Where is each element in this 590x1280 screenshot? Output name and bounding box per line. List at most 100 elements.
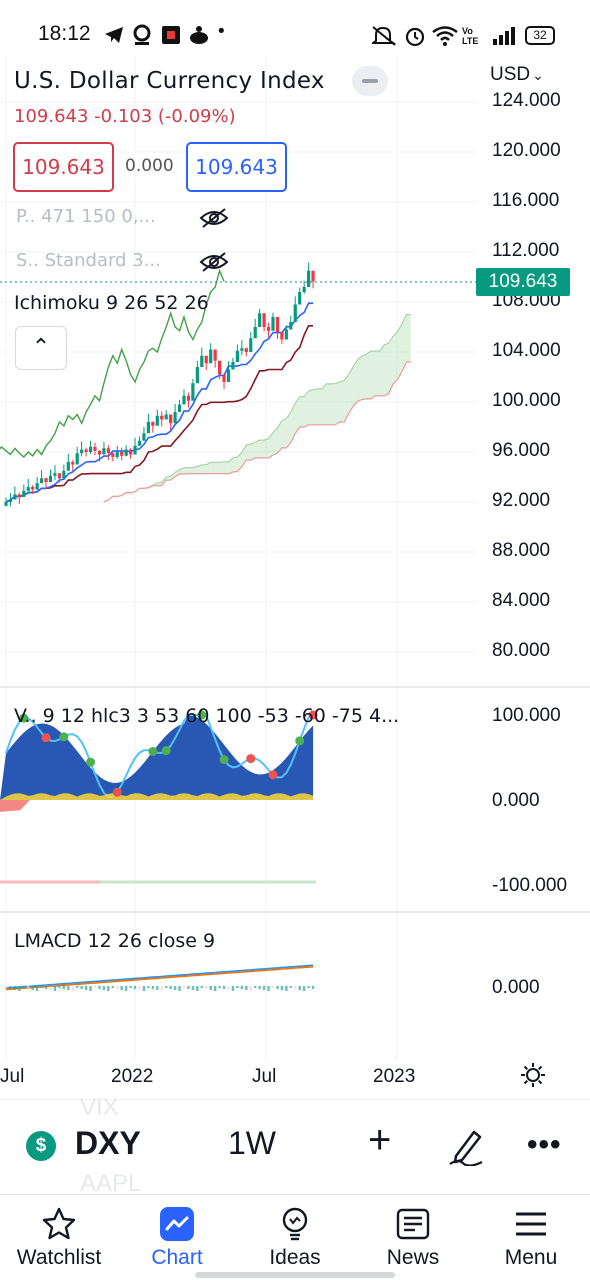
collapse-legend-button[interactable]: ⌃ [15, 326, 67, 370]
lmacd-histogram-bar [9, 986, 12, 989]
candle-body [88, 447, 93, 452]
nav-watchlist[interactable]: Watchlist [4, 1202, 114, 1272]
bid-price-button[interactable]: 109.643 [13, 142, 114, 192]
time-axis-label: Jul [0, 1066, 25, 1087]
add-indicator-button[interactable]: + [368, 1118, 392, 1162]
candle-body [124, 449, 128, 456]
cloud-segment [406, 314, 411, 362]
senkou-span-a [103, 313, 411, 503]
cloud-segment [339, 380, 345, 422]
candle-body [266, 327, 271, 331]
more-options-button[interactable]: ••• [527, 1128, 562, 1161]
lmacd-histogram-bar [160, 986, 163, 991]
lmacd-histogram-bar [285, 986, 288, 991]
osc-axis-label: -100.000 [492, 875, 568, 896]
candle-body [40, 478, 44, 484]
oscillator-signal-dot [148, 746, 158, 756]
candle-body [177, 404, 182, 412]
currency-selector[interactable]: USD ⌄ [490, 64, 544, 86]
cloud-segment [184, 467, 189, 474]
candle-body [182, 395, 186, 405]
nav-chart[interactable]: Chart [122, 1202, 232, 1272]
candle-body [62, 470, 66, 479]
lmacd-histogram-bar [147, 986, 150, 988]
eye-off-icon[interactable] [199, 252, 229, 272]
interval-button[interactable]: 1W [228, 1125, 276, 1161]
lmacd-histogram-bar [209, 986, 212, 990]
oscillator-pane [0, 710, 318, 884]
legend-menu-button[interactable] [352, 66, 388, 96]
lmacd-legend[interactable]: LMACD 12 26 close 9 [14, 930, 216, 952]
candle-body [226, 369, 231, 382]
lmacd-histogram-bar [142, 986, 146, 991]
nav-menu[interactable]: Menu [476, 1202, 586, 1272]
star-icon [42, 1207, 76, 1240]
lmacd-histogram-bar [62, 986, 66, 989]
lmacd-histogram-bar [182, 986, 186, 988]
cloud-segment [370, 351, 376, 399]
candle-body [4, 502, 8, 506]
cloud-segment [219, 461, 225, 474]
lmacd-histogram-bar [93, 986, 97, 988]
lmacd-histogram-bar [307, 986, 310, 988]
kijun-sen [5, 324, 314, 503]
chart-icon [160, 1207, 194, 1241]
lmacd-histogram-bar [76, 986, 79, 988]
last-price-tag: 109.643 [476, 268, 570, 296]
ichimoku-legend[interactable]: Ichimoku 9 26 52 26 [14, 292, 209, 314]
candle-body [151, 422, 155, 426]
drawing-tools-button[interactable] [448, 1126, 486, 1166]
nav-label: Menu [504, 1246, 558, 1269]
cloud-segment [304, 391, 309, 427]
lmacd-histogram-bar [35, 986, 39, 991]
candle-body [155, 415, 159, 426]
ask-price-button[interactable]: 109.643 [186, 142, 287, 192]
cloud-segment [250, 442, 256, 461]
cloud-segment [237, 452, 242, 472]
ghost-watchlist-text: AAPL [80, 1170, 142, 1197]
candle-body [213, 349, 217, 361]
nav-news[interactable]: News [358, 1202, 468, 1272]
lmacd-histogram-bar [49, 986, 52, 990]
oscillator-legend[interactable]: V.. 9 12 hlc3 3 53 60 100 -53 -60 -75 4.… [14, 705, 400, 727]
symbol-button[interactable]: DXY [75, 1125, 141, 1161]
lmacd-histogram-bar [18, 986, 21, 991]
price-chart[interactable] [0, 56, 590, 1100]
ichimoku-cloud [103, 314, 411, 502]
eye-off-icon[interactable] [199, 208, 229, 228]
cloud-segment [330, 383, 336, 425]
candle-body [169, 414, 173, 424]
candle-body [71, 462, 75, 465]
lmacd-histogram-bar [133, 986, 137, 989]
cloud-segment [308, 389, 314, 425]
candle-body [66, 462, 70, 471]
cloud-segment [384, 343, 389, 396]
lmacd-histogram-bar [58, 986, 61, 988]
instrument-title[interactable]: U.S. Dollar Currency Index [14, 68, 325, 94]
nav-ideas[interactable]: Ideas [240, 1202, 350, 1272]
indicator-legend-p[interactable]: P.. 471 150 0,... [16, 206, 156, 227]
price-axis-label: 112.000 [492, 240, 560, 261]
indicator-legend-s[interactable]: S.. Standard 3... [16, 250, 161, 271]
status-time: 18:12 [38, 22, 91, 45]
cloud-segment [175, 469, 180, 477]
lmacd-histogram-bar [165, 986, 168, 988]
candle-body [293, 304, 297, 322]
settings-icon[interactable] [520, 1062, 546, 1088]
spread-value: 0.000 [125, 156, 174, 176]
dollar-icon[interactable]: $ [26, 1131, 56, 1161]
app-icon [133, 24, 151, 45]
candle-body [249, 338, 253, 352]
nav-label: News [386, 1246, 440, 1269]
cloud-segment [397, 323, 403, 380]
lmacd-histogram-bar [40, 986, 43, 988]
cloud-segment [299, 396, 305, 427]
candle-body [93, 447, 97, 451]
cloud-segment [366, 351, 371, 399]
lmacd-histogram-bar [200, 986, 203, 988]
candle-body [240, 348, 244, 351]
chevron-up-icon: ⌃ [31, 334, 51, 359]
lmacd-histogram-bar [111, 986, 114, 988]
lmacd-histogram-bar [267, 986, 270, 991]
candle-body [84, 449, 88, 452]
